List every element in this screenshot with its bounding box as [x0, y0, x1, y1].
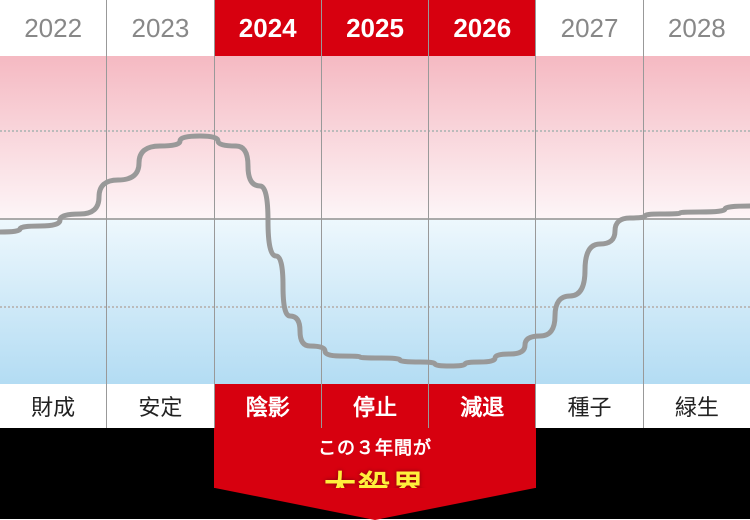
period-label: 停止 [353, 390, 397, 422]
callout-line1: この３年間が [318, 434, 432, 460]
callout-triangle [215, 488, 535, 520]
callout-rect: この３年間が 大殺界 [214, 428, 535, 488]
daisakkai-callout: この３年間が 大殺界 [214, 428, 535, 520]
year-label: 2028 [668, 13, 726, 44]
year-label: 2022 [24, 13, 82, 44]
period-name-row: 財成 安定 陰影 停止 減退 種子 緑生 [0, 384, 750, 428]
period-label: 陰影 [246, 390, 290, 422]
period-label: 緑生 [675, 390, 719, 422]
period-cell-5: 種子 [535, 384, 642, 428]
fortune-curve [0, 56, 750, 384]
year-tab-2: 2024 [214, 0, 321, 56]
period-cell-0: 財成 [0, 384, 106, 428]
year-tab-4: 2026 [428, 0, 535, 56]
year-label: 2024 [239, 13, 297, 44]
period-label: 安定 [138, 390, 182, 422]
period-cell-2: 陰影 [214, 384, 321, 428]
year-tab-0: 2022 [0, 0, 106, 56]
period-label: 減退 [460, 390, 504, 422]
year-label: 2026 [453, 13, 511, 44]
curve-path [0, 136, 750, 366]
year-tab-1: 2023 [106, 0, 213, 56]
fortune-curve-chart: 2022 2023 2024 2025 2026 2027 2028 財成 安定… [0, 0, 750, 519]
period-label: 財成 [31, 390, 75, 422]
year-tab-3: 2025 [321, 0, 428, 56]
year-label: 2023 [132, 13, 190, 44]
year-tab-5: 2027 [535, 0, 642, 56]
period-cell-1: 安定 [106, 384, 213, 428]
period-cell-4: 減退 [428, 384, 535, 428]
period-label: 種子 [568, 390, 612, 422]
period-cell-3: 停止 [321, 384, 428, 428]
year-label: 2027 [561, 13, 619, 44]
year-label: 2025 [346, 13, 404, 44]
period-cell-6: 緑生 [643, 384, 750, 428]
year-tabs-row: 2022 2023 2024 2025 2026 2027 2028 [0, 0, 750, 56]
year-tab-6: 2028 [643, 0, 750, 56]
